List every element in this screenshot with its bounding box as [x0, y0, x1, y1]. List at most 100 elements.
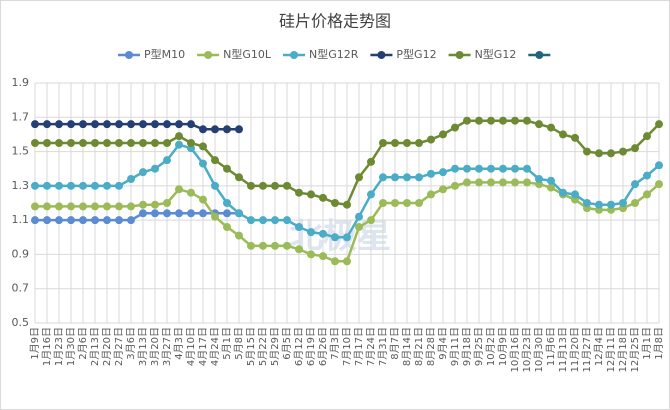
data-point [115, 181, 123, 190]
x-tick-label: 5月22日 [257, 327, 269, 366]
data-point [175, 132, 183, 141]
data-point [631, 199, 639, 207]
data-point [223, 223, 231, 231]
x-tick-label: 4月10日 [185, 327, 197, 366]
data-point [211, 156, 219, 165]
data-point [619, 199, 627, 207]
x-tick-label: 8月7日 [389, 327, 401, 360]
data-point [199, 209, 207, 218]
x-tick-label: 1月9日 [29, 327, 41, 360]
data-point [595, 149, 603, 158]
data-point [163, 139, 171, 147]
data-point [67, 120, 75, 129]
x-tick-label: 10月16日 [509, 327, 521, 372]
data-point [43, 181, 51, 190]
chart-title: 硅片价格走势图 [279, 12, 391, 31]
data-point [67, 139, 75, 147]
data-point [163, 120, 171, 129]
data-point [163, 156, 171, 165]
data-point [355, 212, 363, 221]
data-point [139, 139, 147, 147]
data-point [163, 199, 171, 207]
data-point [379, 199, 387, 207]
data-point [211, 181, 219, 190]
data-point [127, 175, 135, 183]
data-point [223, 125, 231, 134]
data-point [427, 135, 435, 144]
data-point [559, 188, 567, 197]
x-tick-label: 9月11日 [449, 327, 461, 366]
data-point [343, 233, 351, 242]
data-point [235, 209, 243, 218]
data-point [367, 190, 375, 199]
x-tick-label: 4月3日 [173, 327, 185, 360]
data-point [475, 116, 483, 125]
data-point [31, 181, 39, 190]
data-point [463, 178, 471, 187]
data-point [271, 181, 279, 190]
data-point [55, 181, 63, 190]
data-point [79, 139, 87, 147]
data-point [367, 157, 375, 166]
legend-marker [125, 51, 133, 59]
x-tick-label: 10月2日 [485, 327, 497, 366]
data-point [259, 181, 267, 190]
data-point [535, 175, 543, 183]
data-point [67, 216, 75, 225]
data-point [655, 161, 663, 170]
data-point [439, 130, 447, 139]
data-point [175, 120, 183, 129]
data-point [631, 144, 639, 153]
data-point [31, 202, 39, 211]
x-tick-label: 3月27日 [161, 327, 173, 366]
x-tick-label: 5月29日 [269, 327, 281, 366]
data-point [103, 120, 111, 129]
data-point [571, 133, 579, 142]
x-tick-label: 12月25日 [629, 327, 641, 372]
x-tick-label: 5月1日 [221, 327, 233, 360]
data-point [91, 202, 99, 211]
data-point [235, 231, 243, 240]
legend-label: N型G12R [309, 47, 359, 61]
x-tick-label: 6月19日 [305, 327, 317, 366]
data-point [295, 223, 303, 231]
data-point [475, 178, 483, 187]
data-point [199, 159, 207, 168]
x-tick-label: 11月13日 [557, 327, 569, 372]
data-point [187, 209, 195, 218]
data-point [139, 120, 147, 129]
data-point [127, 202, 135, 211]
data-point [247, 241, 255, 250]
x-tick-label: 1月16日 [41, 327, 53, 366]
x-tick-label: 8月14日 [401, 327, 413, 366]
data-point [247, 216, 255, 225]
y-tick-label: 1.3 [12, 179, 30, 192]
data-point [487, 164, 495, 173]
data-point [43, 216, 51, 225]
data-point [583, 199, 591, 207]
x-tick-label: 6月12日 [293, 327, 305, 366]
data-point [139, 209, 147, 218]
data-point [55, 202, 63, 211]
x-tick-label: 10月23日 [521, 327, 533, 372]
data-point [175, 140, 183, 149]
x-tick-label: 7月31日 [377, 327, 389, 366]
data-point [259, 241, 267, 250]
x-tick-label: 11月27日 [581, 327, 593, 372]
y-tick-label: 0.9 [12, 247, 30, 260]
legend-marker [535, 51, 544, 59]
data-point [307, 250, 315, 259]
data-point [211, 125, 219, 134]
data-point [79, 202, 87, 211]
data-point [439, 168, 447, 177]
x-tick-label: 11月6日 [545, 327, 557, 366]
data-point [55, 139, 63, 147]
legend-marker [377, 51, 386, 59]
data-point [55, 120, 63, 129]
data-point [271, 216, 279, 225]
x-tick-label: 9月25日 [473, 327, 485, 366]
data-point [43, 120, 51, 129]
data-point [643, 171, 651, 180]
data-point [451, 123, 459, 132]
x-tick-label: 7月17日 [353, 327, 365, 366]
